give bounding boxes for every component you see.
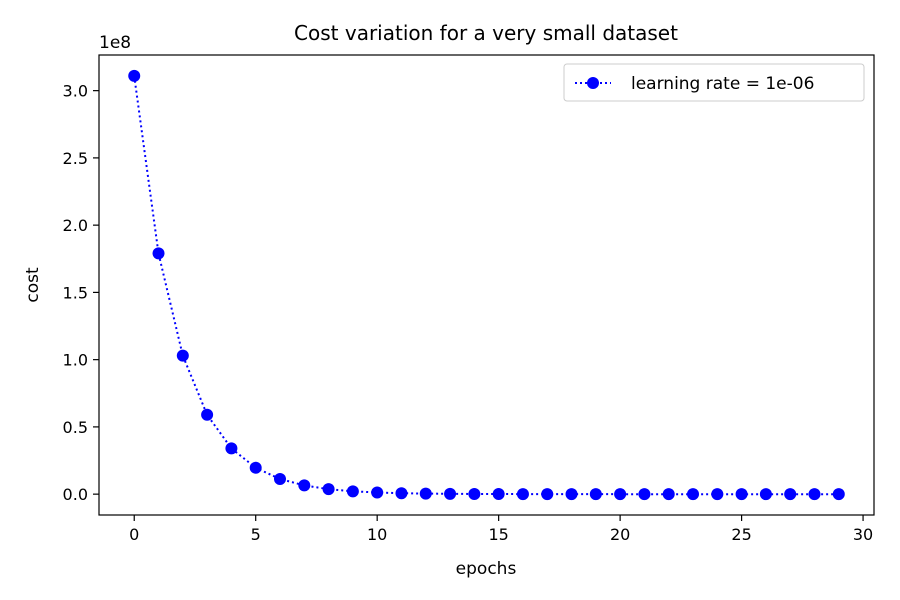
plot-frame	[98, 54, 875, 516]
plot-marks	[128, 69, 845, 501]
data-point	[832, 488, 845, 501]
x-tick-label: 25	[731, 525, 751, 544]
data-point	[662, 488, 675, 501]
x-axis-label: epochs	[456, 559, 517, 579]
y-offset-label: 1e8	[99, 33, 131, 53]
chart-title: Cost variation for a very small dataset	[294, 21, 678, 45]
data-point	[589, 488, 602, 501]
data-point	[638, 488, 651, 501]
data-point	[516, 488, 529, 501]
y-tick-label: 1.5	[63, 283, 88, 302]
data-point	[541, 488, 554, 501]
data-point	[273, 472, 286, 485]
y-tick-label: 0.5	[63, 418, 88, 437]
x-tick-label: 10	[367, 525, 387, 544]
x-axis-ticks: 0 5 10 15 20 25 30	[129, 515, 873, 544]
data-point	[614, 488, 627, 501]
data-point	[808, 488, 821, 501]
data-point	[468, 487, 481, 500]
data-point	[176, 349, 189, 362]
x-tick-label: 5	[251, 525, 261, 544]
data-point	[565, 488, 578, 501]
data-point	[225, 442, 238, 455]
y-tick-label: 1.0	[63, 351, 88, 370]
legend[interactable]: learning rate = 1e-06	[563, 63, 865, 102]
data-point	[395, 487, 408, 500]
y-tick-label: 2.5	[63, 149, 88, 168]
data-point	[128, 69, 141, 82]
data-point	[759, 488, 772, 501]
data-point	[419, 487, 432, 500]
x-tick-label: 0	[129, 525, 139, 544]
y-tick-label: 0.0	[63, 485, 88, 504]
data-point	[298, 479, 311, 492]
data-point	[152, 247, 165, 260]
y-axis-label: cost	[23, 267, 43, 303]
y-axis-ticks: 0.0 0.5 1.0 1.5 2.0 2.5 3.0	[63, 82, 99, 504]
y-tick-label: 2.0	[63, 216, 88, 235]
x-tick-label: 20	[610, 525, 630, 544]
data-point	[346, 485, 359, 498]
legend-marker-sample	[587, 77, 599, 89]
data-point	[371, 486, 384, 499]
data-point	[784, 488, 797, 501]
data-point	[687, 488, 700, 501]
x-tick-label: 15	[488, 525, 508, 544]
data-point	[249, 461, 262, 474]
data-point	[711, 488, 724, 501]
y-tick-label: 3.0	[63, 82, 88, 101]
data-point	[201, 408, 214, 421]
legend-label: learning rate = 1e-06	[631, 74, 814, 94]
data-point	[492, 488, 505, 501]
data-point	[735, 488, 748, 501]
data-point	[444, 487, 457, 500]
x-tick-label: 30	[853, 525, 873, 544]
legend-box	[563, 63, 865, 102]
data-point	[322, 483, 335, 496]
